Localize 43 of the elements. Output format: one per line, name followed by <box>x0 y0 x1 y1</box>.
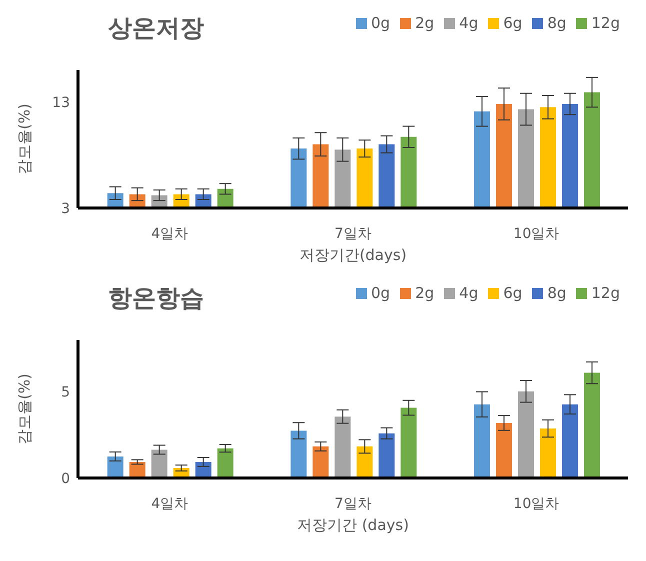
bar <box>378 433 395 478</box>
y-tick-label: 5 <box>61 384 70 401</box>
bar <box>540 428 556 478</box>
legend-label: 12g <box>591 14 620 32</box>
y-tick-label: 13 <box>52 94 70 111</box>
legend-label: 4g <box>459 14 478 32</box>
x-axis-title: 저장기간 (days) <box>297 516 409 534</box>
chart-title: 상온저장 <box>108 13 204 44</box>
y-tick-label: 3 <box>61 200 70 217</box>
x-axis-title: 저장기간(days) <box>299 246 407 264</box>
x-tick-label: 10일차 <box>513 226 560 242</box>
legend-label: 2g <box>415 284 434 302</box>
legend-label: 8g <box>547 284 566 302</box>
bar <box>400 408 417 478</box>
bar <box>334 416 351 478</box>
legend-label: 4g <box>459 284 478 302</box>
bar <box>151 450 168 478</box>
bar <box>312 446 329 478</box>
legend-label: 2g <box>415 14 434 32</box>
bar <box>290 430 307 478</box>
y-axis-title: 감모율(%) <box>15 374 34 444</box>
legend-label: 12g <box>591 284 620 302</box>
chart-title: 항온항습 <box>108 283 204 314</box>
legend-label: 6g <box>503 284 522 302</box>
x-tick-label: 4일차 <box>151 226 188 242</box>
legend-label: 8g <box>547 14 566 32</box>
bar <box>584 372 600 478</box>
x-tick-label: 7일차 <box>334 496 372 512</box>
x-tick-label: 7일차 <box>334 226 372 242</box>
legend-label: 0g <box>371 284 390 302</box>
bar <box>107 456 124 478</box>
legend-label: 0g <box>371 14 390 32</box>
bar <box>518 391 534 478</box>
x-tick-label: 4일차 <box>151 496 188 512</box>
bar <box>217 448 234 478</box>
legend-label: 6g <box>503 14 522 32</box>
bar <box>356 446 373 478</box>
bar <box>496 422 512 478</box>
y-axis-title: 감모율(%) <box>15 104 34 174</box>
x-tick-label: 10일차 <box>513 496 560 512</box>
bar <box>562 404 578 478</box>
bar <box>474 404 490 478</box>
y-tick-label: 0 <box>61 470 70 487</box>
